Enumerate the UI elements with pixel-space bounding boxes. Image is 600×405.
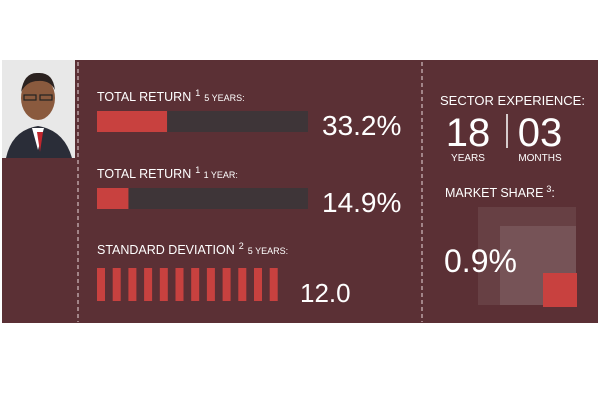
return-value: 33.2%	[322, 110, 401, 141]
stripe	[254, 268, 262, 301]
return-note: 1	[195, 165, 200, 175]
return-title: TOTAL RETURN	[97, 90, 191, 104]
bar	[97, 188, 129, 209]
stripe	[238, 268, 247, 301]
stripe	[191, 268, 200, 301]
market-share-title: MARKET SHARE 3:	[445, 184, 555, 200]
stripe	[159, 268, 168, 301]
months-value: 03	[518, 111, 563, 155]
stripe	[222, 268, 231, 301]
return-title: TOTAL RETURN	[97, 167, 191, 181]
manager-photo	[2, 60, 75, 158]
bar-track	[97, 188, 308, 209]
stripe	[206, 268, 215, 301]
std-dev-label: STANDARD DEVIATION 2 5 YEARS:	[97, 241, 288, 257]
stripe	[269, 268, 278, 301]
std-dev-stripes	[97, 268, 278, 301]
stripe	[97, 268, 105, 301]
years-value: 18	[446, 111, 491, 155]
std-dev-value: 12.0	[300, 278, 351, 308]
years-label: YEARS	[451, 153, 485, 164]
stripe	[175, 268, 184, 301]
stripe	[112, 268, 121, 301]
stripe	[144, 268, 153, 301]
return-period: 5 YEARS:	[204, 93, 244, 103]
return-period: 1 YEAR:	[204, 170, 238, 180]
return-label: TOTAL RETURN 1 1 YEAR:	[97, 165, 238, 181]
return-label: TOTAL RETURN 1 5 YEARS:	[97, 88, 245, 104]
return-value: 14.9%	[322, 187, 401, 218]
bar	[97, 111, 168, 132]
market-share-value: 0.9%	[444, 243, 517, 279]
sector-title: SECTOR EXPERIENCE:	[440, 93, 585, 108]
stripe	[128, 268, 137, 301]
return-note: 1	[195, 88, 200, 98]
share-square	[543, 273, 577, 307]
months-label: MONTHS	[518, 153, 562, 164]
